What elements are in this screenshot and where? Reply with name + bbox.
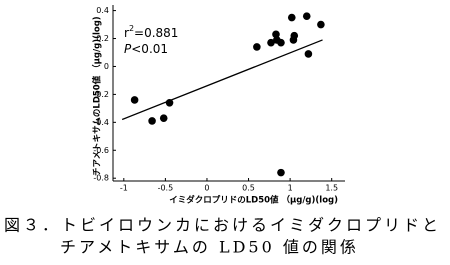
- point: [302, 12, 311, 20]
- point: [148, 117, 156, 125]
- x-tick-label: -1: [120, 184, 128, 193]
- y-tick-label: -0.2: [93, 90, 109, 99]
- x-tick-label: 0.5: [242, 184, 255, 193]
- y-tick-label: -0.4: [93, 118, 109, 127]
- caption-line2: チアメトキサムの LD50 値の関係: [60, 238, 359, 257]
- x-tick-label: 1.5: [325, 184, 338, 193]
- point: [304, 50, 313, 58]
- point: [253, 43, 261, 51]
- regression-line: [121, 39, 323, 121]
- point: [130, 96, 139, 104]
- point: [277, 38, 285, 47]
- p-annotation: P<0.01: [124, 42, 168, 56]
- x-tick-label: 1: [288, 184, 293, 193]
- r2-annotation: r2=0.881: [124, 24, 178, 40]
- r2-base: r: [124, 26, 129, 40]
- point: [272, 30, 280, 39]
- point: [317, 20, 325, 29]
- y-tick-label: 0.2: [96, 34, 109, 43]
- r2-text: =0.881: [134, 26, 178, 40]
- point: [159, 114, 168, 122]
- x-tick-label: 0: [204, 184, 209, 193]
- y-tick-label: -0.8: [93, 174, 109, 183]
- y-tick-label: -0.6: [93, 146, 109, 155]
- point: [287, 13, 296, 22]
- point: [165, 98, 174, 107]
- point: [277, 168, 285, 177]
- y-tick-label: 0.4: [96, 6, 109, 15]
- r2-sup: 2: [129, 24, 134, 33]
- caption-line1: 図３．トビイロウンカにおけるイミダクロプリドと: [4, 216, 441, 235]
- y-tick-label: 0: [104, 62, 109, 71]
- x-axis-label: イミダクロプリドのLD50値 （μg/g)(log): [169, 195, 338, 206]
- point: [267, 38, 275, 47]
- x-tick-label: -0.5: [158, 184, 174, 193]
- p-italic: P: [124, 42, 132, 56]
- point: [290, 31, 299, 40]
- y-axis-label: チアメトキサムのLD50値 （μg/g)(log): [92, 16, 103, 176]
- p-text: <0.01: [131, 42, 168, 56]
